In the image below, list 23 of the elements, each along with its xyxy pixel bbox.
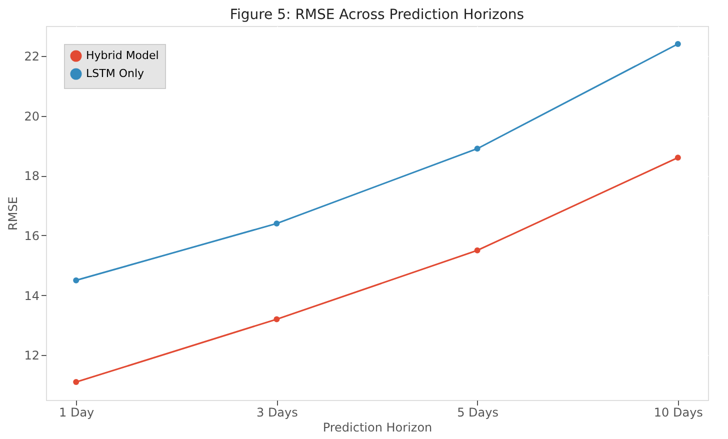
x-tick-label: 10 Days [654,406,703,420]
point [73,277,80,284]
legend-label: LSTM Only [86,67,145,80]
x-axis-title: Prediction Horizon [322,420,432,434]
y-axis-title: RMSE [6,196,20,230]
y-tick-label: 20 [24,109,40,124]
y-tick-label: 16 [24,228,40,243]
y-tick-label: 14 [24,288,40,303]
point [474,146,480,152]
point [73,379,80,386]
legend-label: Hybrid Model [86,49,159,62]
point [674,40,681,47]
point [274,220,280,226]
x-tick-label: 5 Days [457,406,499,420]
y-tick-label: 12 [24,348,40,363]
point [274,316,280,322]
x-tick-label: 1 Day [59,406,94,420]
x-tick-label: 3 Days [256,406,298,420]
point [674,154,681,161]
chart-title: Figure 5: RMSE Across Prediction Horizons [230,7,524,23]
point [474,247,480,254]
y-tick-label: 22 [24,49,40,64]
y-tick-label: 18 [24,169,40,184]
